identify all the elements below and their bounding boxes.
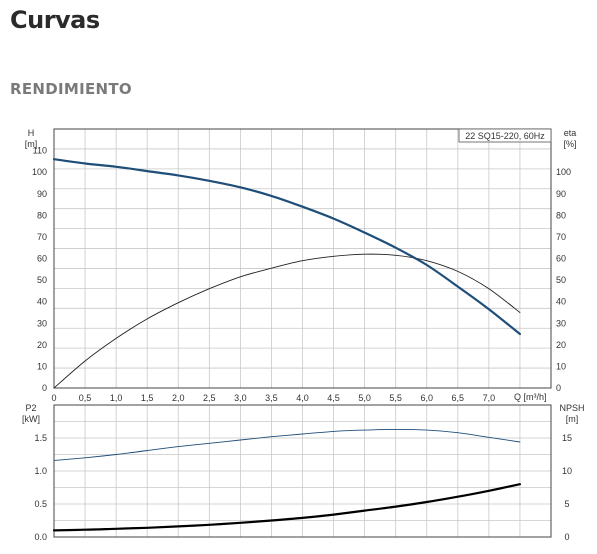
bottom-series — [52, 428, 521, 532]
bottom-left-axis-label-1: P2 — [25, 403, 36, 413]
x-axis-label: Q [m³/h] — [514, 392, 547, 402]
tick-label-h: 60 — [37, 254, 47, 264]
tick-label-h: 40 — [37, 297, 47, 307]
tick-label-q: 4,0 — [296, 393, 309, 403]
series-npsh-line — [53, 428, 521, 461]
tick-label-q: 5,5 — [389, 393, 402, 403]
tick-label-q: 3,0 — [234, 393, 247, 403]
tick-label-h: 70 — [37, 232, 47, 242]
tick-label-npsh: 0 — [564, 532, 569, 542]
tick-label-q: 0,5 — [79, 393, 92, 403]
tick-label-eta: 100 — [556, 167, 571, 177]
legend-box — [458, 128, 552, 143]
tick-label-eta: 90 — [556, 189, 566, 199]
top-grid — [53, 128, 552, 389]
tick-label-npsh: 15 — [562, 433, 572, 443]
top-series — [52, 158, 521, 389]
tick-label-h: 10 — [37, 361, 47, 371]
tick-label-eta: 40 — [556, 297, 566, 307]
series-efficiency-line — [53, 253, 521, 389]
tick-label-q: 2,0 — [172, 393, 185, 403]
tick-label-p2: 1.5 — [34, 433, 47, 443]
top-left-axis-label-2: [m] — [25, 139, 38, 149]
tick-label-eta: 50 — [556, 275, 566, 285]
tick-label-q: 1,0 — [110, 393, 123, 403]
legend-label: 22 SQ15-220, 60Hz — [465, 131, 545, 141]
tick-label-q: 3,5 — [265, 393, 278, 403]
tick-label-h: 110 — [33, 146, 47, 156]
plot-frame — [53, 404, 552, 538]
series-head-line — [52, 158, 521, 336]
tick-label-eta: 70 — [556, 232, 566, 242]
section-title: RENDIMIENTO — [10, 80, 132, 98]
bottom-grid — [53, 404, 552, 538]
tick-label-h: 50 — [37, 275, 47, 285]
tick-label-h: 100 — [32, 167, 47, 177]
top-left-axis-label-1: H — [28, 128, 35, 138]
tick-labels: 0102030405060708090100110010203040506070… — [32, 146, 572, 542]
tick-label-p2: 0.0 — [34, 532, 47, 542]
bottom-right-axis-label-2: [m] — [566, 414, 579, 424]
tick-label-p2: 0.5 — [34, 499, 47, 509]
tick-label-h: 80 — [37, 210, 47, 220]
bottom-right-axis-label-1: NPSH — [559, 403, 584, 413]
series-power-line — [52, 483, 521, 532]
tick-label-q: 5,0 — [358, 393, 371, 403]
tick-label-eta: 80 — [556, 210, 566, 220]
tick-label-h: 90 — [37, 189, 47, 199]
tick-label-q: 6,5 — [452, 393, 465, 403]
tick-label-npsh: 5 — [564, 499, 569, 509]
tick-label-h: 20 — [37, 340, 47, 350]
top-right-axis-label-1: eta — [564, 128, 577, 138]
bottom-left-axis-label-2: [kW] — [22, 414, 40, 424]
tick-label-h: 30 — [37, 318, 47, 328]
top-right-axis-label-2: [%] — [563, 139, 576, 149]
tick-label-q: 1,5 — [141, 393, 154, 403]
tick-label-q: 7,0 — [483, 393, 496, 403]
tick-label-h: 0 — [42, 383, 47, 393]
page-title: Curvas — [10, 6, 100, 34]
tick-label-eta: 10 — [556, 361, 566, 371]
tick-label-q: 6,0 — [420, 393, 433, 403]
tick-label-eta: 20 — [556, 340, 566, 350]
tick-label-q: 4,5 — [327, 393, 340, 403]
tick-label-q: 0 — [51, 393, 56, 403]
tick-label-eta: 0 — [556, 383, 561, 393]
tick-label-eta: 60 — [556, 254, 566, 264]
tick-label-eta: 30 — [556, 318, 566, 328]
plot-frame — [53, 128, 552, 389]
tick-label-q: 2,5 — [203, 393, 216, 403]
tick-label-p2: 1.0 — [34, 466, 47, 476]
tick-label-npsh: 10 — [562, 466, 572, 476]
